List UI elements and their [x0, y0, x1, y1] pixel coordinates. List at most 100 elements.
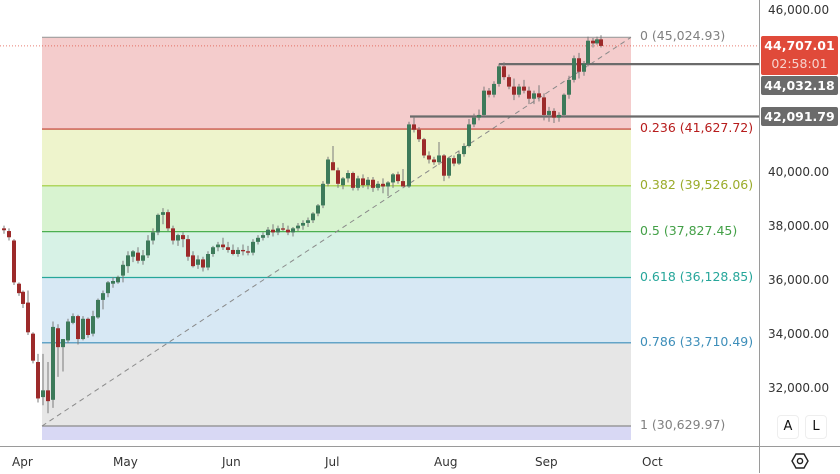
candle-down [26, 302, 30, 333]
candle-up [567, 79, 571, 95]
candle-up [477, 114, 481, 118]
candle-up [562, 94, 566, 115]
candle-up [96, 299, 100, 318]
candle-down [286, 229, 290, 233]
candle-up [211, 247, 215, 254]
candle-down [17, 283, 21, 294]
time-label: May [113, 455, 138, 469]
candle-up [467, 124, 471, 146]
fib-zones [42, 37, 631, 440]
candle-down [522, 86, 526, 91]
horizontal-lines[interactable] [410, 63, 759, 118]
candle-up [146, 240, 150, 256]
candle-down [371, 179, 375, 188]
current-price-value: 44,707.01 [764, 38, 835, 53]
candle-up [276, 228, 280, 233]
price-tick: 38,000.00 [768, 219, 830, 233]
candle-down [487, 90, 491, 95]
time-label: Sep [535, 455, 558, 469]
candle-down [412, 124, 416, 130]
log-scale-button[interactable]: L [805, 415, 827, 439]
hexagon-settings-icon[interactable] [791, 452, 809, 470]
candle-down [136, 252, 140, 261]
price-tick: 36,000.00 [768, 273, 830, 287]
candle-up [121, 264, 125, 276]
price-tick: 32,000.00 [768, 381, 830, 395]
fib-level-label: 1 (30,629.97) [640, 416, 726, 432]
fib-zone [42, 277, 631, 343]
candle-down [396, 174, 400, 182]
candle-down [452, 158, 456, 164]
candle-up [346, 173, 350, 179]
time-axis[interactable] [0, 446, 840, 474]
candle-up [176, 235, 180, 241]
candle-down [7, 231, 11, 238]
chart-pane[interactable] [0, 0, 759, 446]
candle-down [201, 259, 205, 268]
candle-up [101, 293, 105, 300]
candle-down [591, 40, 595, 44]
candle-up [391, 174, 395, 183]
candle-up [161, 212, 165, 215]
candle-down [502, 66, 506, 78]
candle-down [46, 390, 50, 402]
candle-up [386, 182, 390, 187]
candle-up [457, 154, 461, 164]
candle-down [542, 97, 546, 115]
candle-down [166, 212, 170, 229]
candle-down [241, 249, 245, 252]
candle-up [216, 244, 220, 248]
candle-down [31, 333, 35, 361]
candle-up [41, 390, 45, 398]
candle-up [407, 124, 411, 187]
candle-down [442, 155, 446, 176]
candle-up [447, 158, 451, 176]
candle-countdown: 02:58:01 [771, 56, 828, 71]
candle-up [71, 316, 75, 323]
candle-down [527, 90, 531, 99]
fib-zone [42, 425, 631, 440]
candle-up [251, 241, 255, 253]
fib-trend-line[interactable] [41, 36, 632, 427]
fib-level-label: 0.5 (37,827.45) [640, 222, 738, 238]
candle-up [156, 214, 160, 233]
candle-up [316, 205, 320, 214]
candle-down [351, 173, 355, 188]
candle-up [236, 249, 240, 254]
candle-up [482, 90, 486, 115]
candle-down [36, 362, 40, 399]
candle-down [246, 251, 250, 253]
candle-down [507, 77, 511, 87]
candle-down [221, 244, 225, 248]
candle-up [492, 83, 496, 95]
candle-up [291, 228, 295, 233]
candle-up [437, 155, 441, 163]
auto-scale-button[interactable]: A [777, 415, 799, 439]
candle-up [557, 114, 561, 118]
line-price-badge: 44,032.18 [761, 76, 838, 95]
price-tick: 46,000.00 [768, 3, 830, 17]
candle-up [126, 255, 130, 267]
candle-up [66, 321, 70, 341]
candle-up [341, 178, 345, 186]
candle-down [336, 170, 340, 184]
candles [2, 35, 603, 414]
candle-up [321, 183, 325, 206]
fib-zone [42, 185, 631, 232]
candle-up [532, 93, 536, 99]
candle-up [311, 213, 315, 221]
candle-down [12, 240, 16, 283]
candle-up [206, 254, 210, 268]
candle-up [111, 281, 115, 284]
candle-up [301, 222, 305, 226]
candle-up [306, 220, 310, 223]
fib-level-label: 0.382 (39,526.06) [640, 176, 754, 192]
candle-down [21, 291, 25, 304]
candle-down [281, 228, 285, 230]
axis-corner [759, 446, 840, 473]
fib-zone [42, 342, 631, 426]
candle-up [517, 86, 521, 95]
candle-down [226, 247, 230, 250]
candle-down [599, 39, 603, 46]
candle-up [266, 229, 270, 236]
